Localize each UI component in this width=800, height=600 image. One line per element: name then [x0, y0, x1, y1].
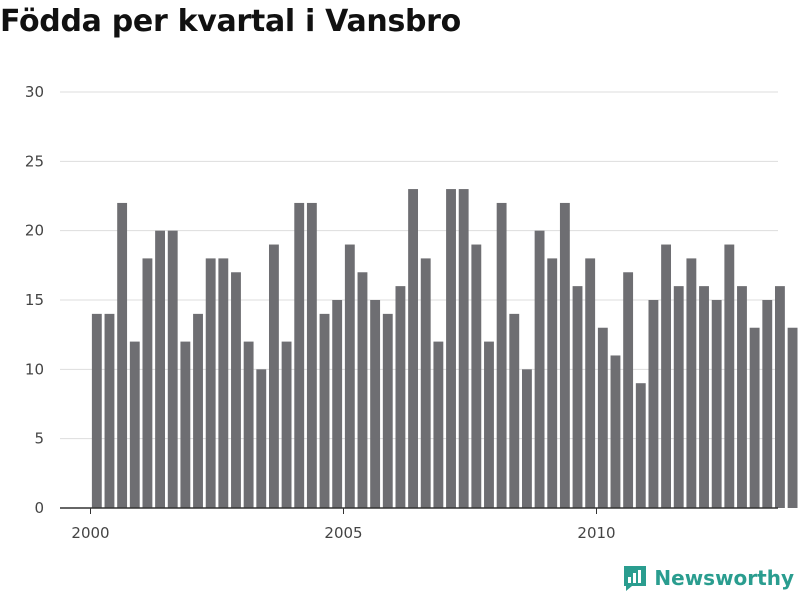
newsworthy-logo[interactable]: Newsworthy [622, 564, 794, 592]
bar [749, 327, 760, 508]
bar [446, 189, 456, 509]
bar [91, 313, 102, 508]
bar [306, 202, 317, 508]
bar [395, 286, 406, 508]
bar [559, 202, 570, 508]
x-tick-label: 2000 [71, 524, 109, 542]
bar [699, 286, 709, 508]
bar [635, 383, 646, 508]
bar [610, 355, 621, 508]
bar [521, 369, 532, 508]
bar [420, 258, 431, 508]
bar [218, 258, 229, 508]
brand-name: Newsworthy [654, 566, 794, 590]
y-axis-ticks: 0 5 10 15 20 25 30 [25, 83, 44, 517]
bar [408, 189, 419, 509]
bar [471, 244, 482, 509]
bar [205, 258, 216, 508]
bar [572, 286, 583, 508]
bar [547, 258, 558, 508]
y-tick-label: 5 [34, 430, 44, 448]
bar [231, 272, 241, 508]
bar [155, 230, 166, 508]
bar [686, 258, 697, 508]
bars [91, 189, 798, 509]
x-tick-label: 2010 [577, 524, 615, 542]
x-tick-label: 2005 [324, 524, 362, 542]
y-tick-label: 0 [34, 499, 44, 517]
y-tick-label: 15 [25, 291, 44, 309]
bar [774, 286, 785, 508]
bar [281, 341, 292, 508]
bar [268, 244, 279, 509]
bar [585, 258, 596, 508]
bar [167, 230, 178, 508]
bar [787, 327, 798, 508]
bar [294, 202, 305, 508]
bar [534, 230, 545, 508]
bar [762, 300, 773, 508]
bar [597, 327, 608, 508]
bar [193, 313, 203, 508]
bar [661, 244, 672, 509]
bar [180, 341, 191, 508]
bar [243, 341, 254, 508]
bar [433, 341, 444, 508]
bar [142, 258, 153, 508]
bar [357, 272, 368, 508]
bar [370, 300, 381, 508]
y-tick-label: 20 [25, 222, 44, 240]
bar [509, 313, 520, 508]
bar [332, 300, 343, 508]
bar [673, 286, 684, 508]
bar [344, 244, 355, 509]
bar [256, 369, 267, 508]
bar [484, 341, 494, 508]
bar [724, 244, 735, 509]
bar [382, 313, 393, 508]
bar [117, 202, 128, 508]
chart-title: Födda per kvartal i Vansbro [0, 4, 461, 39]
bar [458, 189, 469, 509]
bar [648, 300, 659, 508]
y-tick-label: 25 [25, 152, 44, 170]
bar [496, 202, 507, 508]
x-axis: 200020052010201520202025 [60, 507, 778, 542]
y-tick-label: 30 [25, 83, 44, 101]
gridlines [60, 91, 778, 440]
y-tick-label: 10 [25, 360, 44, 378]
newsworthy-logo-icon [624, 566, 647, 591]
bar [623, 272, 634, 508]
bar [711, 300, 722, 508]
bar [104, 313, 115, 508]
bar [129, 341, 140, 508]
bar [319, 313, 330, 508]
bar [737, 286, 747, 508]
